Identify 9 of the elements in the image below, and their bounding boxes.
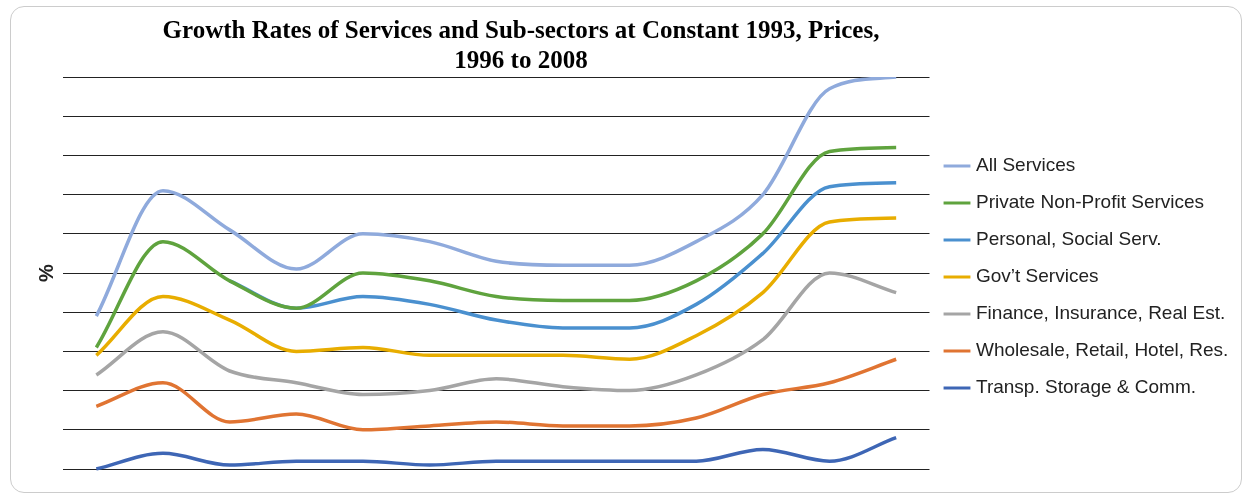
legend-label: Private Non-Profit Services (976, 191, 1205, 213)
legend-label: All Services (976, 154, 1076, 176)
legend-label: Gov’t Services (976, 265, 1099, 287)
legend-label: Finance, Insurance, Real Est. (976, 302, 1226, 324)
y-axis-title: % (34, 263, 57, 282)
legend-label: Transp. Storage & Comm. (976, 376, 1196, 398)
legend-label: Wholesale, Retail, Hotel, Res. (976, 339, 1229, 361)
chart-title: Growth Rates of Services and Sub-sectors at Constant 1993, Prices, 1996 to 2008 (161, 15, 881, 75)
legend-label: Personal, Social Serv. (976, 228, 1162, 250)
